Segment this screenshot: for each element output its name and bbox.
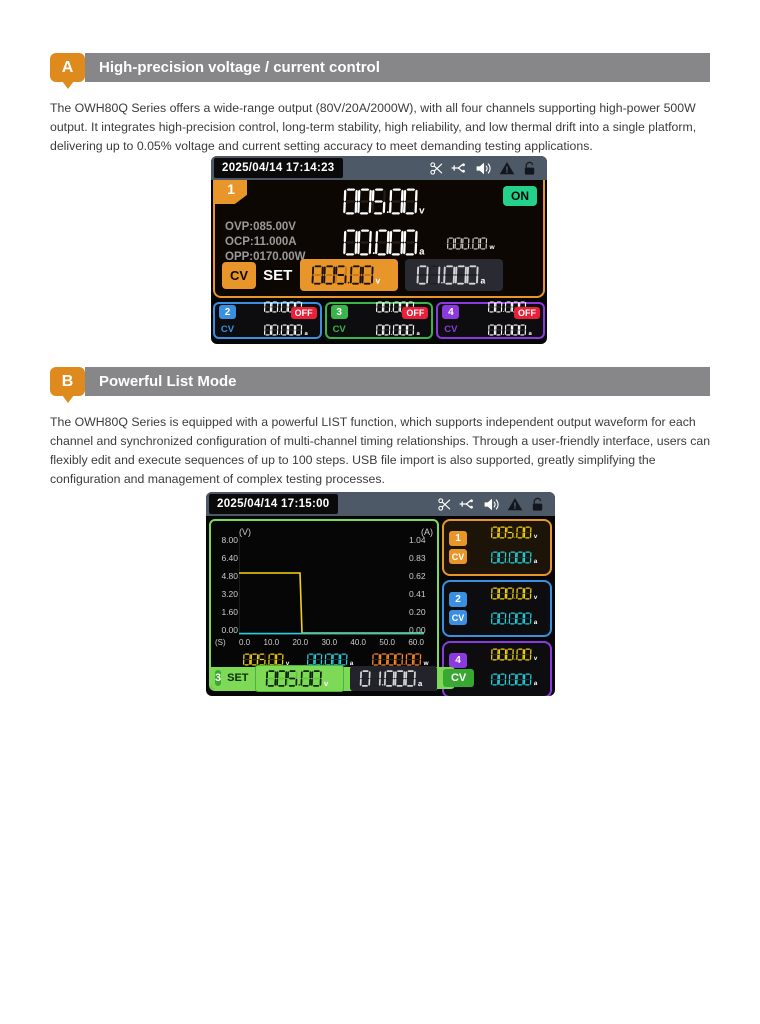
- svg-text:a: a: [533, 680, 537, 687]
- svg-text:v: v: [419, 205, 425, 216]
- svg-text:v: v: [323, 678, 328, 687]
- svg-text:v: v: [533, 655, 537, 662]
- svg-text:a: a: [418, 678, 423, 687]
- svg-text:w: w: [489, 244, 496, 251]
- svg-text:a: a: [416, 330, 420, 336]
- svg-text:a: a: [419, 246, 425, 257]
- svg-text:a: a: [528, 330, 532, 336]
- svg-text:a: a: [305, 330, 309, 336]
- svg-text:v: v: [533, 533, 537, 540]
- svg-text:v: v: [376, 276, 381, 286]
- svg-text:a: a: [481, 276, 486, 286]
- svg-text:v: v: [533, 594, 537, 601]
- svg-text:a: a: [533, 619, 537, 626]
- svg-text:a: a: [533, 558, 537, 565]
